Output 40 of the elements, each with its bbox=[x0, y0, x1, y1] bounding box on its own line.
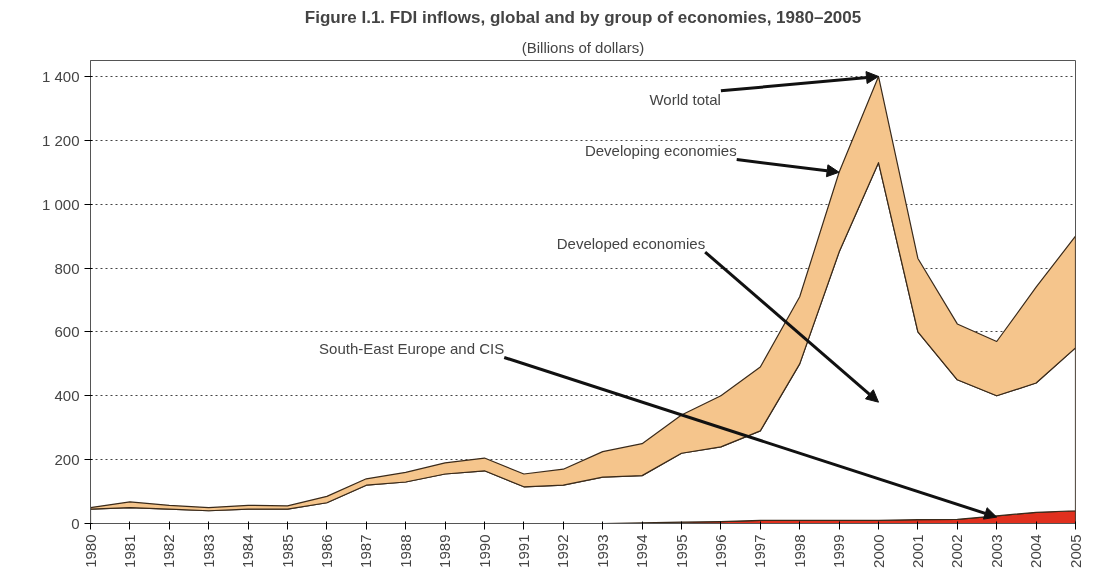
x-tick-label: 2002 bbox=[948, 534, 966, 568]
x-tick-label: 1987 bbox=[357, 534, 375, 568]
x-tick-label: 1999 bbox=[830, 534, 848, 568]
x-tick-label: 1992 bbox=[554, 534, 572, 568]
x-tick-label: 1991 bbox=[514, 534, 532, 568]
y-tick-label: 600 bbox=[54, 323, 80, 341]
y-tick-label: 1 200 bbox=[41, 131, 80, 149]
x-tick-label: 1994 bbox=[633, 534, 651, 568]
x-tick-label: 1984 bbox=[239, 534, 257, 568]
x-tick-label: 1986 bbox=[317, 534, 335, 568]
x-tick-label: 2000 bbox=[869, 534, 887, 568]
chart-subtitle: (Billions of dollars) bbox=[521, 38, 645, 56]
x-tick-label: 1988 bbox=[396, 534, 414, 568]
x-tick-label: 1985 bbox=[278, 534, 296, 568]
x-tick-label: 1993 bbox=[593, 534, 611, 568]
y-tick-label: 1 000 bbox=[41, 195, 80, 213]
y-tick-label: 400 bbox=[54, 387, 80, 405]
y-tick-label: 1 400 bbox=[41, 67, 80, 85]
annotation: Developed economies bbox=[556, 235, 706, 253]
x-tick-label: 1990 bbox=[475, 534, 493, 568]
y-tick-label: 200 bbox=[54, 451, 80, 469]
x-tick-label: 1980 bbox=[81, 534, 99, 568]
x-tick-label: 1998 bbox=[790, 534, 808, 568]
x-tick-label: 2003 bbox=[987, 534, 1005, 568]
x-tick-label: 1997 bbox=[751, 534, 769, 568]
annotation: Developing economies bbox=[584, 142, 737, 160]
x-tick-label: 1989 bbox=[436, 534, 454, 568]
x-tick-label: 2001 bbox=[908, 534, 926, 568]
x-tick-label: 1981 bbox=[120, 534, 138, 568]
x-tick-label: 1982 bbox=[160, 534, 178, 568]
annotation: World total bbox=[649, 90, 721, 108]
x-tick-label: 2004 bbox=[1027, 534, 1045, 568]
annotation: South-East Europe and CIS bbox=[319, 340, 505, 358]
x-tick-label: 1996 bbox=[711, 534, 729, 568]
x-tick-label: 1983 bbox=[199, 534, 217, 568]
chart-title: Figure I.1. FDI inflows, global and by group of economies, 1980–2005 bbox=[304, 7, 862, 27]
x-tick-label: 2005 bbox=[1066, 534, 1084, 568]
y-tick-label: 800 bbox=[54, 259, 80, 277]
y-tick-label: 0 bbox=[71, 515, 80, 532]
x-tick-label: 1995 bbox=[672, 534, 690, 568]
